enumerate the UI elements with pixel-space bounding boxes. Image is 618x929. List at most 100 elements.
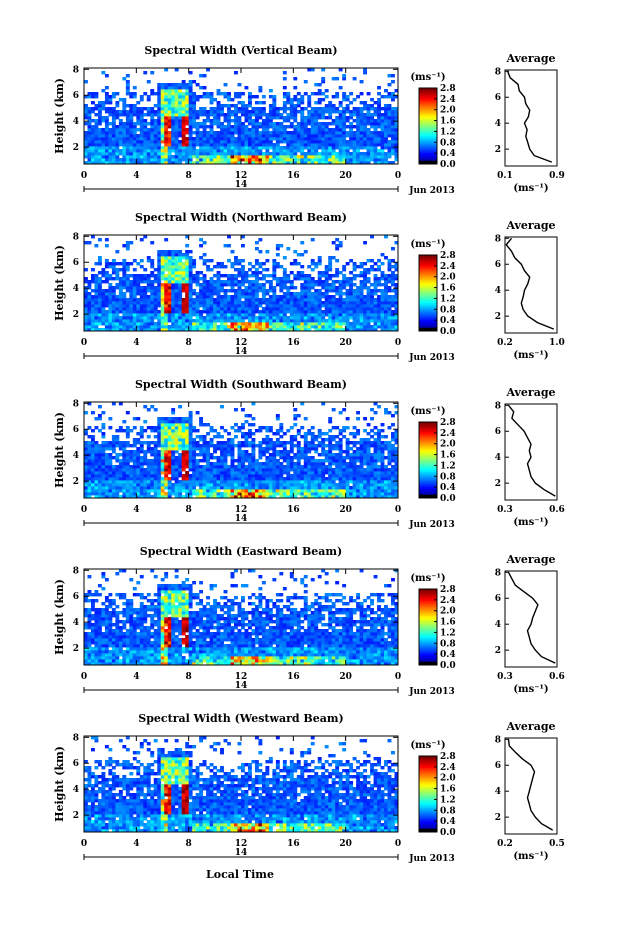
average-y-tick-label: 6 [495,93,501,103]
y-axis-label: Height (km) [53,78,66,154]
panel-4: Spectral Width (Eastward Beam) 2 4 6 8 Height… [53,545,565,697]
x-axis-label: Local Time [206,868,274,881]
date-label: Jun 2013 [408,854,455,864]
colorbar-tick-label: 1.2 [440,127,456,137]
y-tick-label: 4 [73,284,79,294]
colorbar-tick-label: 0.8 [440,138,456,148]
colorbar-tick-label: 2.4 [440,95,456,105]
colorbar-tick-label: 2.0 [440,774,456,784]
day-label: 14 [235,514,248,524]
y-axis-label: Height (km) [53,746,66,822]
colorbar-tick-label: 0.4 [440,650,456,660]
x-tick-label: 8 [186,839,192,849]
average-y-tick-label: 6 [495,260,501,270]
average-y-tick-label: 4 [495,286,501,296]
colorbar-tick-label: 2.8 [440,585,456,595]
average-x-tick-label: 0.6 [549,672,565,682]
panel-title: Spectral Width (Vertical Beam) [144,44,337,57]
average-y-tick-label: 2 [495,312,501,322]
colorbar-tick-label: 1.2 [440,294,456,304]
colorbar-tick-label: 0.8 [440,806,456,816]
colorbar-tick-label: 2.0 [440,273,456,283]
average-y-tick-label: 8 [495,401,501,411]
heatmap-cells [84,235,399,332]
x-tick-label: 16 [287,505,300,515]
panel-5: Spectral Width (Westward Beam) 2 4 6 8 Height… [53,712,565,864]
colorbar-tick-label: 0.4 [440,316,456,326]
panel-1: Spectral Width (Vertical Beam) 2 4 6 8 Height… [53,44,565,196]
x-tick-label: 0 [395,338,401,348]
colorbar-unit: (ms⁻¹) [410,573,445,584]
colorbar-tick-label: 1.2 [440,628,456,638]
average-y-tick-label: 4 [495,119,501,129]
x-tick-label: 0 [81,672,87,682]
y-tick-label: 4 [73,618,79,628]
colorbar-tick-label: 1.6 [440,451,456,461]
x-tick-label: 12 [235,505,248,515]
average-y-tick-label: 2 [495,479,501,489]
colorbar-tick-label: 0.0 [440,828,456,838]
average-frame [504,236,558,334]
y-tick-label: 6 [73,425,79,435]
x-tick-label: 12 [235,839,248,849]
y-tick-label: 8 [73,65,79,75]
average-y-tick-label: 4 [495,787,501,797]
heatmap-cells [84,402,399,499]
average-profile-line [507,571,556,664]
colorbar-tick-label: 2.4 [440,763,456,773]
y-axis-label: Height (km) [53,579,66,655]
average-unit: (ms⁻¹) [513,517,548,528]
y-axis-label: Height (km) [53,245,66,321]
panel-3: Spectral Width (Southward Beam) 2 4 6 8 Heigh… [53,378,565,530]
y-tick-label: 8 [73,232,79,242]
colorbar [419,589,437,666]
colorbar-tick-label: 2.0 [440,106,456,116]
x-tick-label: 4 [133,171,139,181]
y-tick-label: 2 [73,477,79,487]
average-x-tick-label: 0.2 [497,839,513,849]
colorbar-tick-label: 1.6 [440,785,456,795]
date-label: Jun 2013 [408,353,455,363]
panel-title: Spectral Width (Southward Beam) [135,378,347,391]
average-x-tick-label: 0.3 [497,505,513,515]
panel-title: Spectral Width (Eastward Beam) [140,545,342,558]
colorbar-tick-label: 2.0 [440,440,456,450]
average-y-tick-label: 2 [495,145,501,155]
colorbar-tick-label: 2.0 [440,607,456,617]
colorbar-tick-label: 1.6 [440,284,456,294]
x-tick-label: 20 [339,171,352,181]
average-unit: (ms⁻¹) [513,183,548,194]
x-tick-label: 16 [287,672,300,682]
y-tick-label: 6 [73,258,79,268]
colorbar [419,756,437,833]
colorbar-unit: (ms⁻¹) [410,406,445,417]
x-tick-label: 12 [235,171,248,181]
colorbar-tick-label: 0.0 [440,494,456,504]
day-label: 14 [235,347,248,357]
panel-title: Spectral Width (Northward Beam) [135,211,347,224]
x-tick-label: 0 [81,338,87,348]
average-y-tick-label: 8 [495,735,501,745]
colorbar-tick-label: 2.4 [440,429,456,439]
average-profile-line [507,404,556,497]
x-tick-label: 0 [395,505,401,515]
colorbar-tick-label: 2.8 [440,251,456,261]
x-tick-label: 16 [287,171,300,181]
date-label: Jun 2013 [408,687,455,697]
colorbar-tick-label: 2.8 [440,418,456,428]
average-profile-line [506,71,553,163]
average-title: Average [505,219,555,232]
average-y-tick-label: 2 [495,646,501,656]
average-y-tick-label: 6 [495,427,501,437]
average-x-tick-label: 0.5 [549,839,565,849]
x-tick-label: 4 [133,338,139,348]
average-title: Average [505,386,555,399]
y-tick-label: 8 [73,733,79,743]
average-x-tick-label: 0.6 [549,505,565,515]
average-title: Average [505,52,555,65]
average-x-tick-label: 0.3 [497,672,513,682]
colorbar-tick-label: 2.4 [440,262,456,272]
average-x-tick-label: 0.2 [497,338,513,348]
colorbar-tick-label: 0.0 [440,661,456,671]
